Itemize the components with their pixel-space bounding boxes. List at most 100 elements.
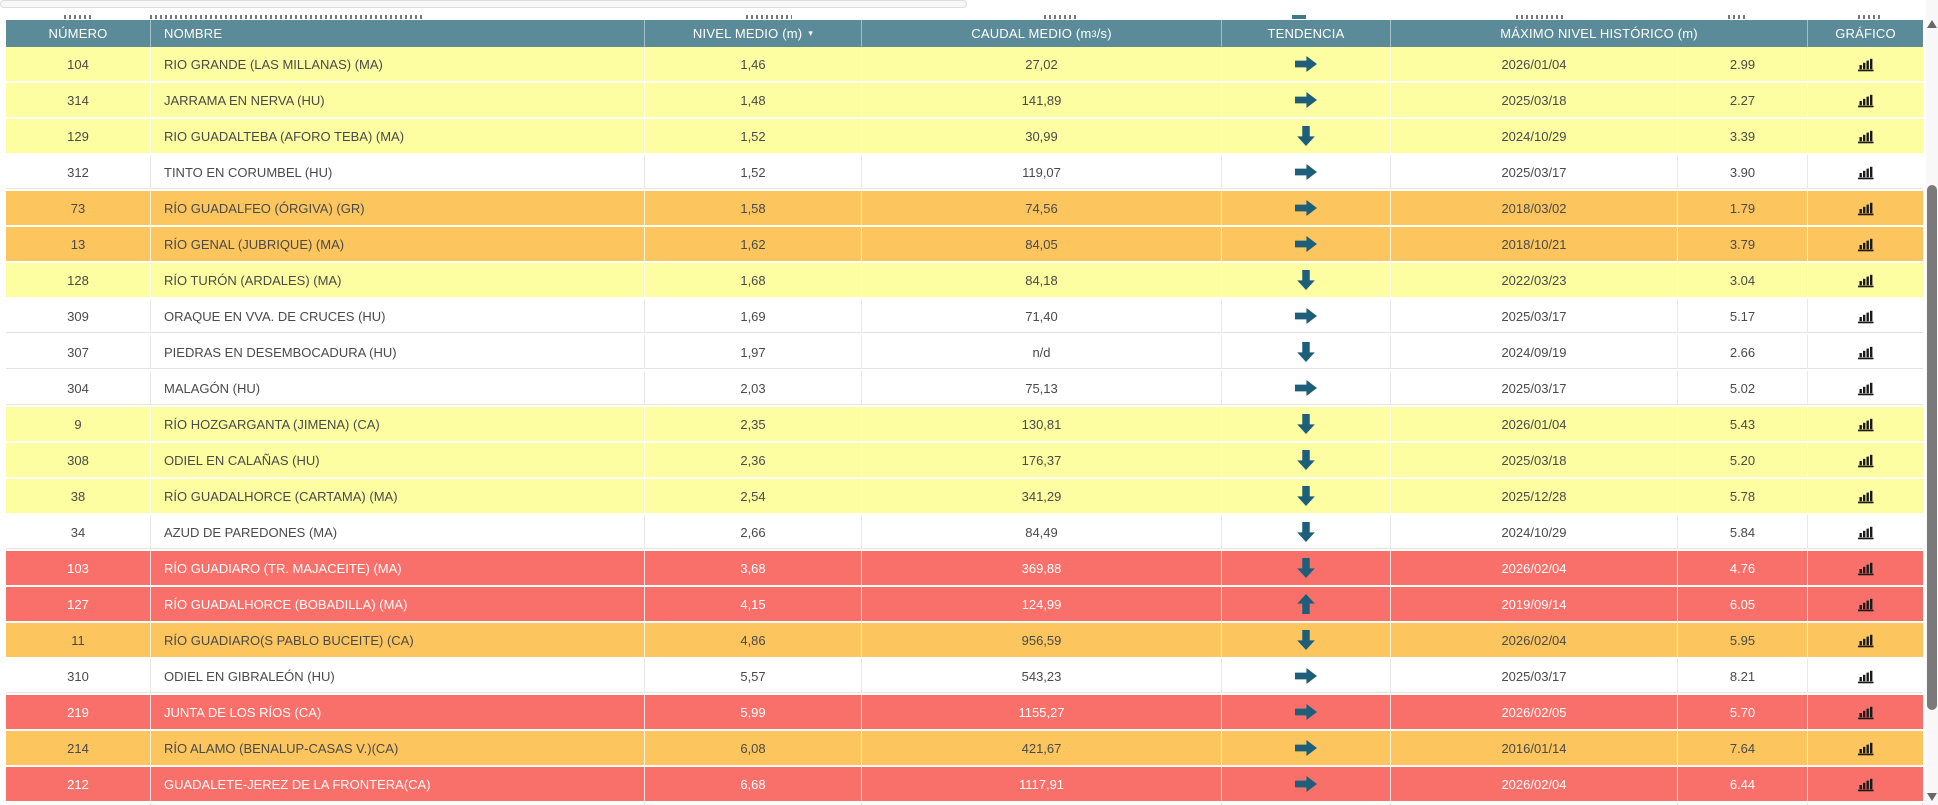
trend-down-icon (1297, 558, 1315, 578)
cell-nivel-medio: 6,68 (645, 767, 862, 801)
cell-tendencia (1222, 515, 1391, 549)
trend-right-icon (1295, 308, 1317, 324)
trend-right-icon (1295, 704, 1317, 720)
cell-grafico (1808, 335, 1923, 369)
cell-max-nivel: 5.78 (1678, 479, 1808, 513)
bar-chart-icon[interactable] (1853, 199, 1879, 218)
cell-tendencia (1222, 407, 1391, 441)
trend-down-icon (1297, 450, 1315, 470)
column-header-label: TENDENCIA (1267, 26, 1345, 41)
bar-chart-icon[interactable] (1853, 307, 1879, 326)
cell-nombre: ODIEL EN CALAÑAS (HU) (151, 443, 645, 477)
bar-chart-icon[interactable] (1853, 775, 1879, 794)
cell-tendencia (1222, 299, 1391, 333)
cell-grafico (1808, 47, 1923, 81)
cell-numero: 38 (6, 479, 151, 513)
cell-grafico (1808, 119, 1923, 153)
cell-max-nivel: 3.39 (1678, 119, 1808, 153)
trend-down-icon (1297, 630, 1315, 650)
cell-max-nivel: 3.79 (1678, 227, 1808, 261)
cell-grafico (1808, 83, 1923, 117)
cell-numero: 308 (6, 443, 151, 477)
cell-nivel-medio: 2,35 (645, 407, 862, 441)
bar-chart-icon[interactable] (1853, 667, 1879, 686)
cell-numero: 11 (6, 623, 151, 657)
trend-down-icon (1297, 342, 1315, 362)
scroll-down-arrow-icon[interactable] (1927, 793, 1937, 801)
cell-tendencia (1222, 191, 1391, 225)
sort-descending-icon: ▾ (808, 28, 814, 38)
bar-chart-icon[interactable] (1853, 163, 1879, 182)
bar-chart-icon[interactable] (1853, 739, 1879, 758)
bar-chart-icon[interactable] (1853, 703, 1879, 722)
cell-numero: 13 (6, 227, 151, 261)
cell-caudal-medio: 956,59 (862, 623, 1222, 657)
cell-nivel-medio: 1,52 (645, 155, 862, 189)
bar-chart-icon[interactable] (1853, 55, 1879, 74)
bar-chart-icon[interactable] (1853, 415, 1879, 434)
column-header-tendencia[interactable]: TENDENCIA (1222, 20, 1391, 47)
trend-down-icon (1297, 522, 1315, 542)
cell-max-fecha: 2025/03/17 (1391, 299, 1678, 333)
horizontal-scrollbar[interactable] (0, 0, 967, 8)
cell-caudal-medio: 27,02 (862, 47, 1222, 81)
cell-max-nivel: 5.95 (1678, 623, 1808, 657)
column-header-nivel-medio[interactable]: NIVEL MEDIO (m) ▾ (645, 20, 862, 47)
cell-tendencia (1222, 623, 1391, 657)
cell-numero: 9 (6, 407, 151, 441)
bar-chart-icon[interactable] (1853, 379, 1879, 398)
bar-chart-icon[interactable] (1853, 595, 1879, 614)
bar-chart-icon[interactable] (1853, 127, 1879, 146)
station-row: 219 JUNTA DE LOS RÍOS (CA) 5,99 1155,27 … (6, 695, 1923, 731)
cell-nombre: RÍO ALAMO (BENALUP-CASAS V.)(CA) (151, 731, 645, 765)
cell-max-fecha: 2026/02/04 (1391, 623, 1678, 657)
bar-chart-icon[interactable] (1853, 451, 1879, 470)
station-row: 310 ODIEL EN GIBRALEÓN (HU) 5,57 543,23 … (6, 659, 1923, 695)
cell-grafico (1808, 227, 1923, 261)
column-header-maximo-nivel[interactable]: MÁXIMO NIVEL HISTÓRICO (m) (1391, 20, 1808, 47)
cell-nombre: RÍO GENAL (JUBRIQUE) (MA) (151, 227, 645, 261)
cell-nivel-medio: 6,08 (645, 731, 862, 765)
cell-max-nivel: 4.76 (1678, 551, 1808, 585)
cell-nivel-medio: 2,66 (645, 515, 862, 549)
vertical-scrollbar-thumb[interactable] (1927, 185, 1937, 710)
cell-max-fecha: 2018/10/21 (1391, 227, 1678, 261)
cell-caudal-medio: 421,67 (862, 731, 1222, 765)
clipped-row-remnant (64, 15, 94, 19)
cell-max-fecha: 2024/10/29 (1391, 119, 1678, 153)
cell-grafico (1808, 371, 1923, 405)
column-header-nombre[interactable]: NOMBRE (151, 20, 645, 47)
cell-caudal-medio: 74,56 (862, 191, 1222, 225)
scroll-up-arrow-icon[interactable] (1927, 20, 1937, 28)
cell-grafico (1808, 695, 1923, 729)
cell-nivel-medio: 1,52 (645, 119, 862, 153)
cell-max-nivel: 2.27 (1678, 83, 1808, 117)
cell-grafico (1808, 479, 1923, 513)
cell-nombre: GUADALETE-JEREZ DE LA FRONTERA(CA) (151, 767, 645, 801)
cell-max-fecha: 2024/09/19 (1391, 335, 1678, 369)
bar-chart-icon[interactable] (1853, 235, 1879, 254)
cell-nivel-medio: 4,86 (645, 623, 862, 657)
cell-nombre: RIO GUADALTEBA (AFORO TEBA) (MA) (151, 119, 645, 153)
bar-chart-icon[interactable] (1853, 91, 1879, 110)
station-row: 309 ORAQUE EN VVA. DE CRUCES (HU) 1,69 7… (6, 299, 1923, 335)
cell-max-nivel: 2.99 (1678, 47, 1808, 81)
column-header-label: /s) (1096, 26, 1112, 41)
cell-nivel-medio: 2,54 (645, 479, 862, 513)
cell-tendencia (1222, 119, 1391, 153)
column-header-numero[interactable]: NÚMERO (6, 20, 151, 47)
cell-max-fecha: 2026/02/04 (1391, 551, 1678, 585)
cell-max-fecha: 2016/01/14 (1391, 731, 1678, 765)
bar-chart-icon[interactable] (1853, 631, 1879, 650)
clipped-row-remnant (1728, 15, 1748, 19)
cell-max-fecha: 2025/03/18 (1391, 443, 1678, 477)
column-header-grafico[interactable]: GRÁFICO (1808, 20, 1923, 47)
bar-chart-icon[interactable] (1853, 559, 1879, 578)
bar-chart-icon[interactable] (1853, 523, 1879, 542)
bar-chart-icon[interactable] (1853, 343, 1879, 362)
cell-caudal-medio: 84,18 (862, 263, 1222, 297)
column-header-caudal-medio[interactable]: CAUDAL MEDIO (m 3/s) (862, 20, 1222, 47)
bar-chart-icon[interactable] (1853, 271, 1879, 290)
bar-chart-icon[interactable] (1853, 487, 1879, 506)
